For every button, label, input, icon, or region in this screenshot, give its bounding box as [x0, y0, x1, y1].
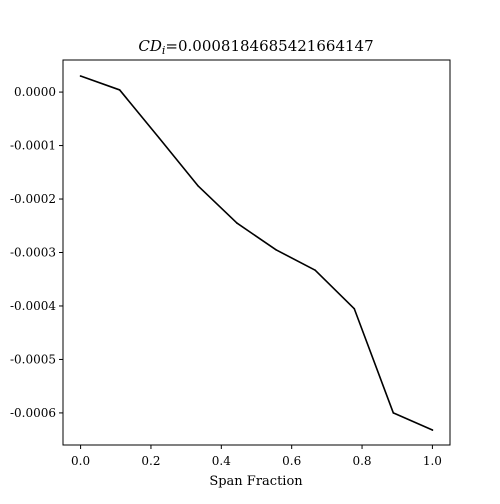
y-tick-label: 0.0000: [14, 85, 56, 99]
chart-title: CDi=0.0008184685421664147: [138, 37, 373, 57]
axes-frame: [62, 59, 451, 446]
y-tick-label: -0.0002: [10, 192, 56, 206]
data-point: [118, 89, 121, 91]
data-point: [431, 429, 434, 431]
data-point: [157, 136, 160, 139]
y-tick-label: -0.0001: [10, 139, 56, 153]
x-tick-label: 0.4: [212, 454, 231, 468]
y-tick-label: -0.0003: [10, 246, 56, 260]
chart-title-subscript: i: [162, 44, 166, 57]
data-point: [314, 269, 316, 271]
x-tick-label: 0.0: [71, 454, 90, 468]
data-point: [236, 222, 238, 224]
data-point: [353, 307, 356, 310]
data-point: [197, 184, 199, 187]
y-tick-label: -0.0004: [10, 299, 56, 313]
data-point: [79, 75, 82, 77]
chart-title-prefix: CD: [138, 37, 162, 55]
data-point: [392, 412, 395, 414]
x-tick-label: 1.0: [423, 454, 442, 468]
x-tick-label: 0.8: [352, 454, 371, 468]
y-tick-label: -0.0005: [10, 352, 56, 366]
x-axis-label: Span Fraction: [209, 474, 303, 489]
chart-title-value: =0.0008184685421664147: [165, 37, 373, 55]
series-line: [79, 75, 434, 431]
x-tick-label: 0.6: [282, 454, 301, 468]
y-tick-label: -0.0006: [10, 406, 56, 420]
data-point: [275, 249, 277, 251]
x-tick-label: 0.2: [141, 454, 160, 468]
plot-area: 0.0 0.2 0.4 0.6 0.8 1.0 0.0000 -0.0001 -0.0002 -0…: [10, 59, 451, 468]
